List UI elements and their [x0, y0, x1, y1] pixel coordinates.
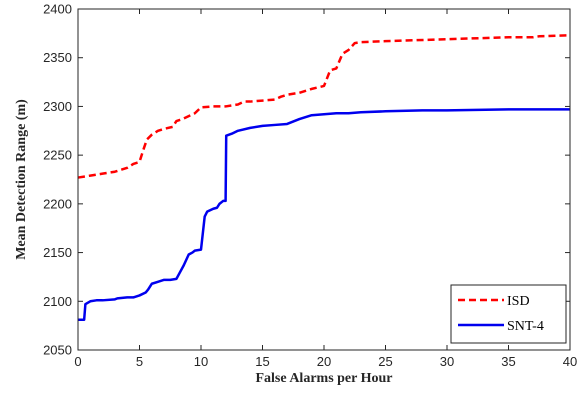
x-tick-label: 0 — [74, 354, 81, 369]
y-tick-label: 2100 — [43, 294, 72, 309]
x-tick-label: 5 — [136, 354, 143, 369]
x-tick-label: 35 — [501, 354, 515, 369]
y-tick-label: 2150 — [43, 245, 72, 260]
x-tick-label: 20 — [317, 354, 331, 369]
legend-label: ISD — [507, 294, 530, 309]
x-tick-label: 30 — [440, 354, 454, 369]
y-tick-label: 2200 — [43, 196, 72, 211]
series-lines — [77, 34, 571, 322]
series-line-isd — [77, 34, 571, 179]
y-tick-label: 2300 — [43, 99, 72, 114]
y-tick-label: 2250 — [43, 148, 72, 163]
legend-box — [450, 284, 567, 344]
y-axis-title: Mean Detection Range (m) — [14, 99, 29, 260]
y-tick-label: 2050 — [43, 343, 72, 358]
x-tick-label: 10 — [194, 354, 208, 369]
y-tick-label: 2400 — [43, 2, 72, 17]
x-tick-label: 25 — [378, 354, 392, 369]
x-tick-label: 40 — [563, 354, 577, 369]
x-axis-title: False Alarms per Hour — [255, 371, 392, 386]
y-tick-label: 2350 — [43, 50, 72, 65]
x-axis: 0 5 10 15 20 25 30 35 40 — [74, 9, 577, 369]
series-line-snt-4 — [78, 108, 570, 322]
legend-label: SNT-4 — [507, 319, 544, 334]
legend: ISD SNT-4 — [450, 284, 567, 344]
y-axis: 2050 2100 2150 2200 2250 2300 2350 2400 — [43, 2, 570, 358]
x-tick-label: 15 — [255, 354, 269, 369]
